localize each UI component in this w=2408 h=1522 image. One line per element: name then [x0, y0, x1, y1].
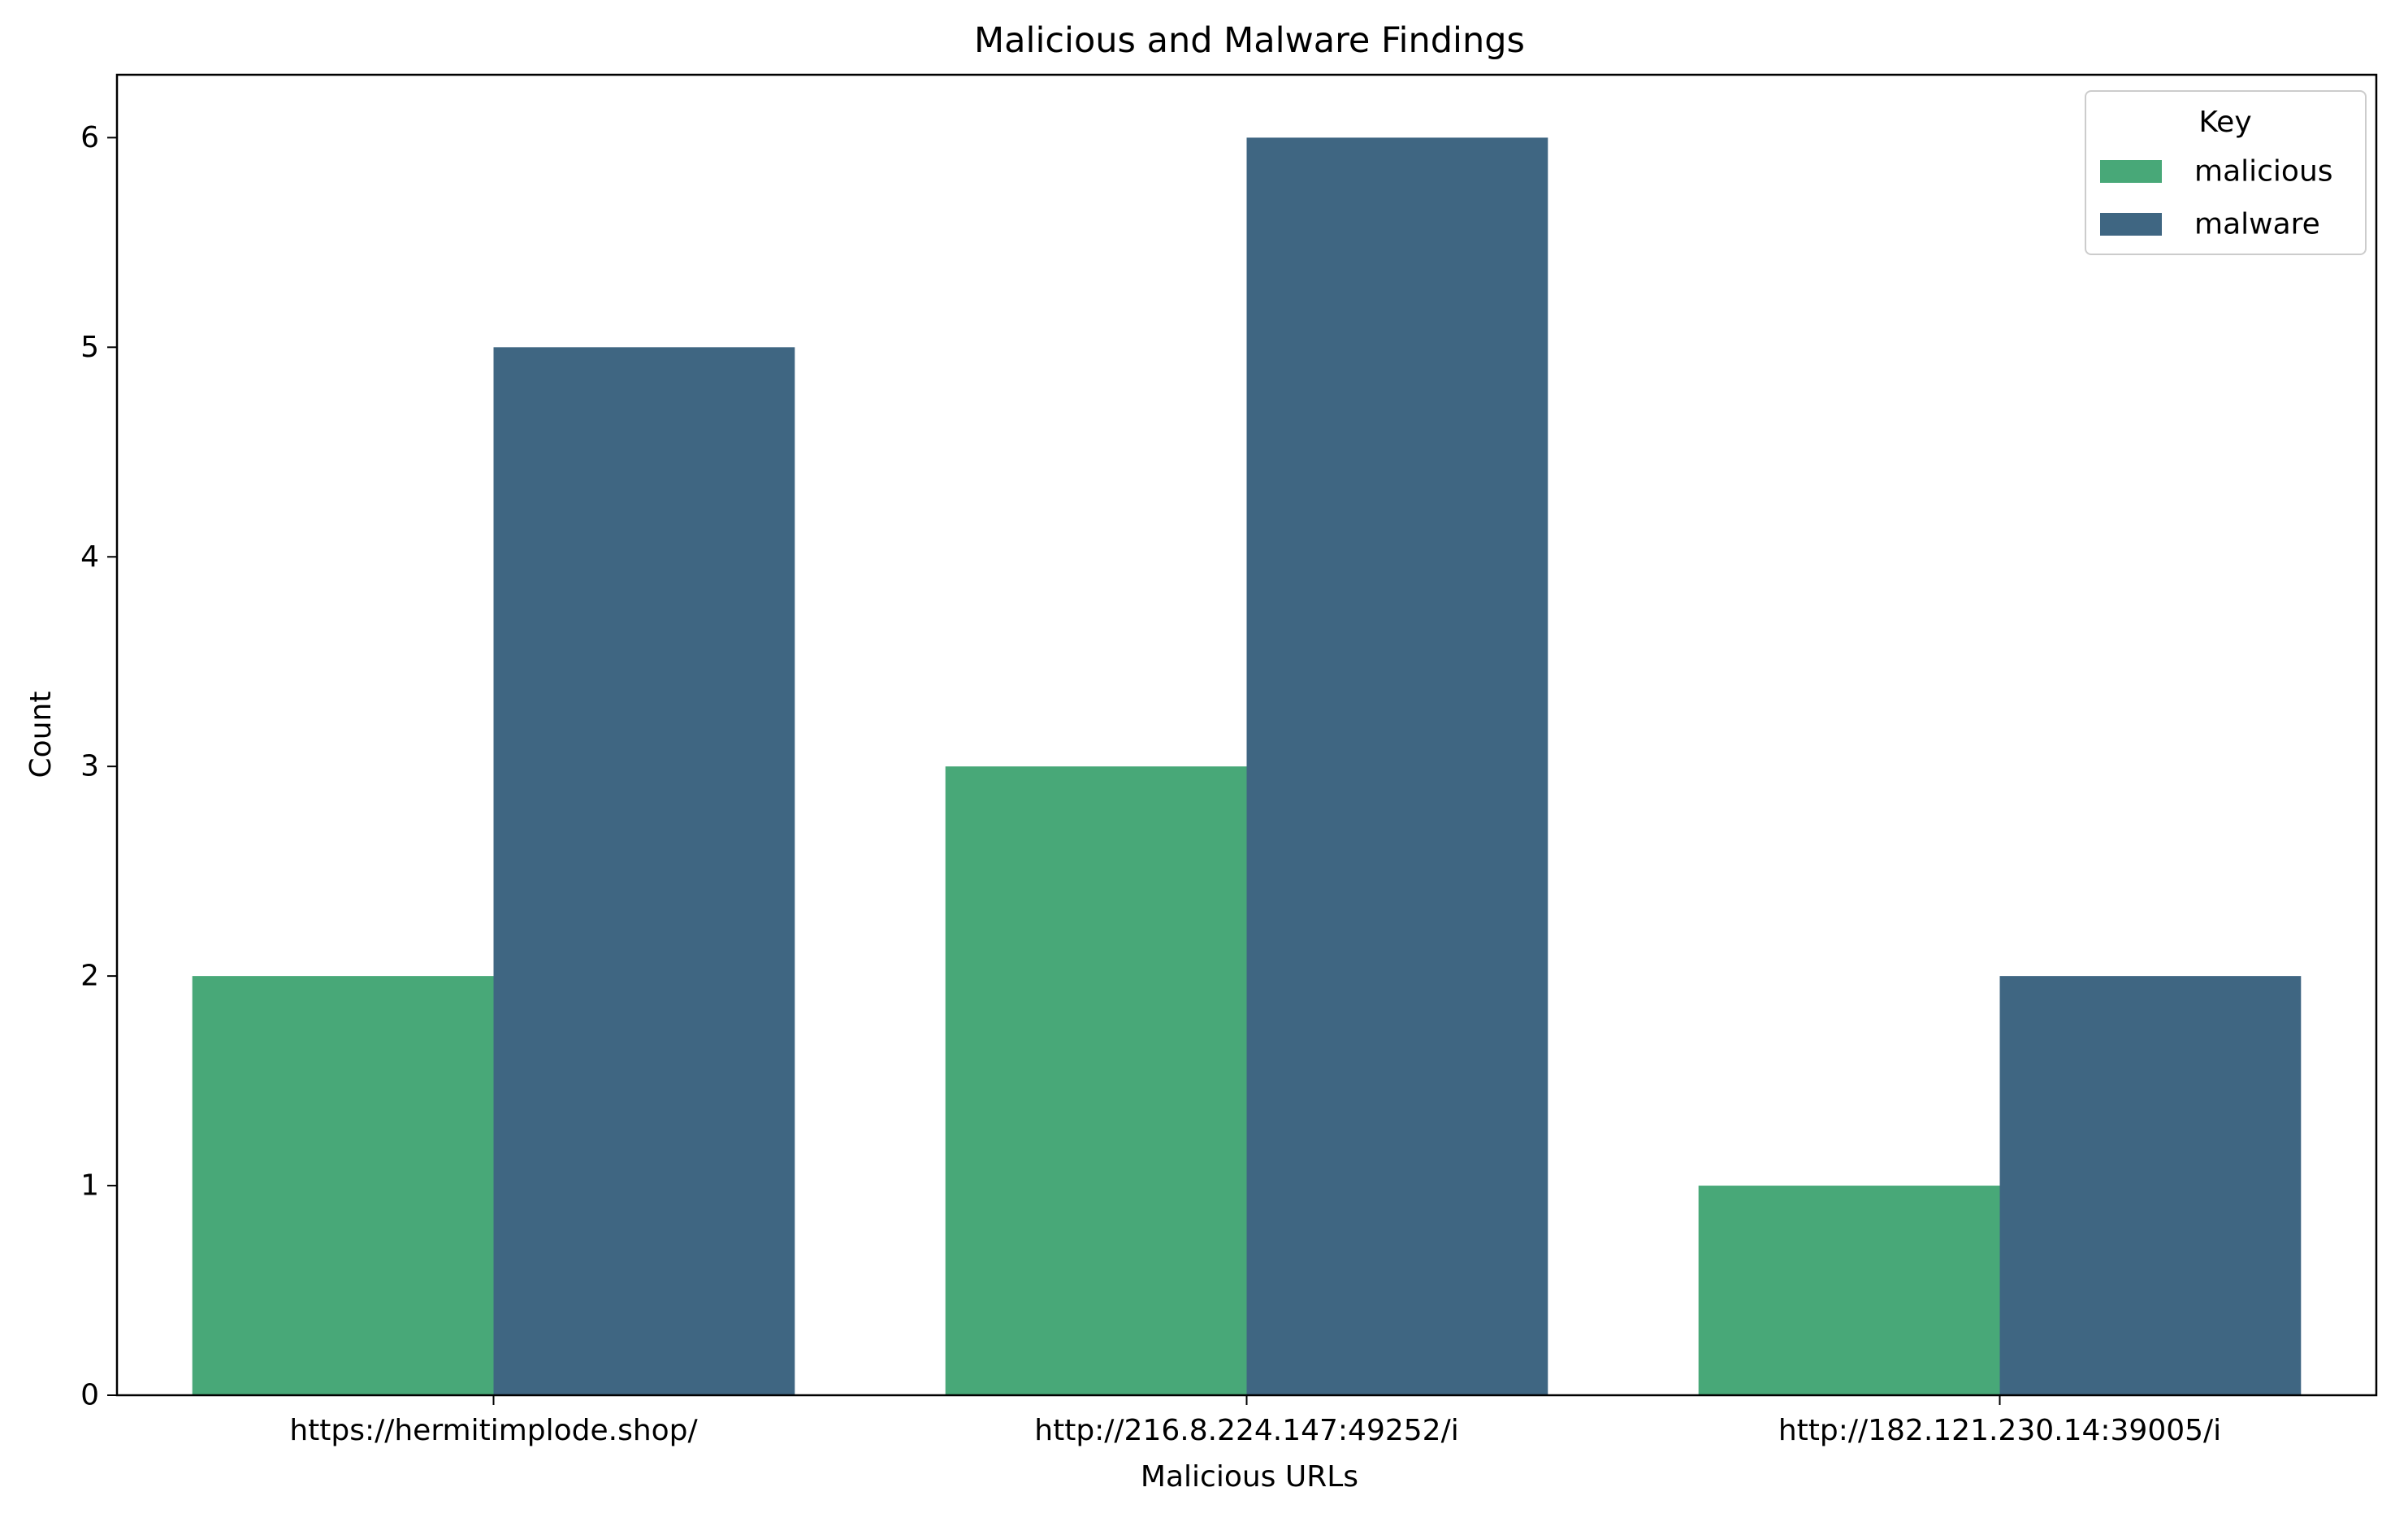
- x-tick-label: http://182.121.230.14:39005/i: [1778, 1414, 2221, 1447]
- x-tick-label: http://216.8.224.147:49252/i: [1034, 1414, 1458, 1447]
- legend-swatch-malware: [2100, 213, 2162, 236]
- y-tick-label: 3: [80, 750, 99, 783]
- y-tick-label: 1: [80, 1169, 99, 1203]
- bar-malware-0: [493, 347, 795, 1395]
- x-axis-ticks: https://hermitimplode.shop/http://216.8.…: [289, 1395, 2221, 1447]
- y-tick-label: 4: [80, 540, 99, 574]
- legend-swatch-malicious: [2100, 160, 2162, 183]
- y-tick-label: 2: [80, 960, 99, 993]
- y-tick-label: 0: [80, 1379, 99, 1412]
- legend-label-malicious: malicious: [2194, 155, 2333, 189]
- bars-layer: [192, 137, 2302, 1395]
- legend-items: malicious malware: [2100, 155, 2333, 241]
- legend: Key malicious malware: [2085, 90, 2367, 255]
- bar-malware-2: [1999, 976, 2302, 1395]
- bar-malware-1: [1246, 137, 1548, 1395]
- x-axis-label: Malicious URLs: [1141, 1460, 1358, 1494]
- chart-title: Malicious and Malware Findings: [974, 20, 1525, 61]
- y-axis-label: Count: [24, 692, 58, 778]
- y-tick-label: 6: [80, 121, 99, 154]
- y-tick-label: 5: [80, 331, 99, 364]
- plot-frame: [115, 73, 2378, 1397]
- bar-malicious-2: [1698, 1186, 2000, 1395]
- legend-label-malware: malware: [2194, 208, 2320, 241]
- bar-malicious-1: [945, 766, 1247, 1395]
- bar-malicious-0: [192, 976, 494, 1395]
- y-axis-ticks: 0 1 2 3 4 5 6: [80, 121, 117, 1412]
- legend-title: Key: [2198, 106, 2251, 139]
- x-tick-label: https://hermitimplode.shop/: [289, 1414, 698, 1447]
